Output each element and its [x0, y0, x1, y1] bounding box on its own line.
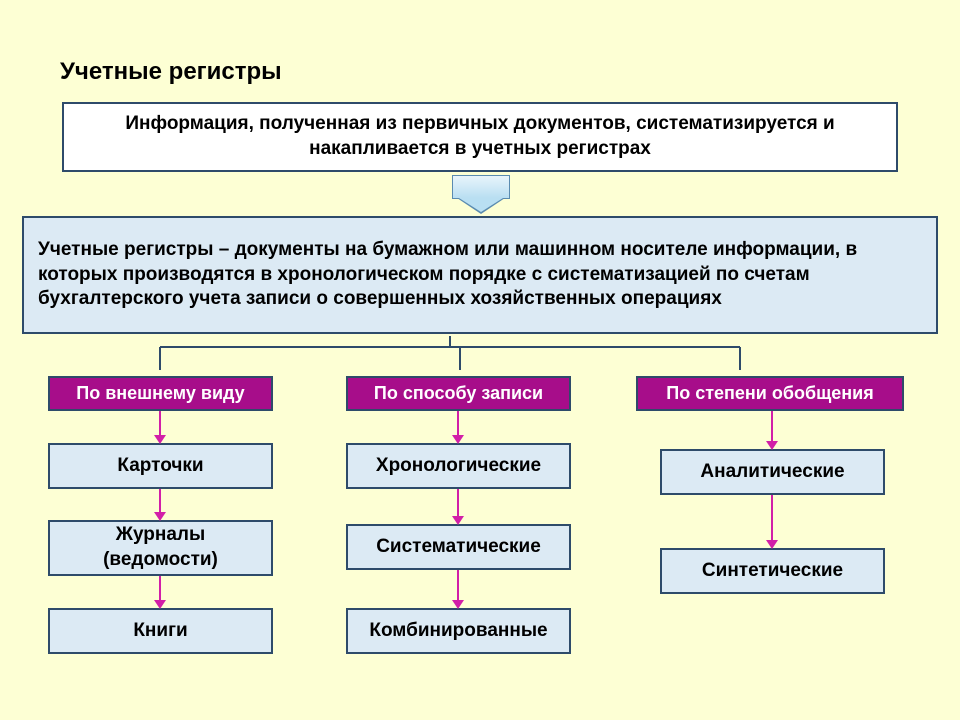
arrow-down-icon [457, 411, 459, 437]
arrowhead-icon [452, 435, 464, 444]
arrowhead-icon [154, 512, 166, 521]
definition-box: Учетные регистры – документы на бумажном… [22, 216, 938, 334]
arrow-down-icon [771, 495, 773, 542]
arrow-down-icon [159, 576, 161, 602]
page-title: Учетные регистры [60, 58, 282, 86]
arrowhead-icon [154, 600, 166, 609]
category-item: Книги [48, 608, 273, 654]
arrow-down-icon [452, 175, 510, 199]
intro-text: Информация, полученная из первичных доку… [84, 112, 876, 161]
arrowhead-icon [452, 600, 464, 609]
arrowhead-icon [766, 441, 778, 450]
definition-text: Учетные регистры – документы на бумажном… [38, 238, 922, 312]
category-item: Аналитические [660, 449, 885, 495]
arrow-down-icon [457, 570, 459, 602]
category-header: По внешнему виду [48, 376, 273, 411]
arrowhead-icon [452, 516, 464, 525]
arrow-down-icon [771, 411, 773, 443]
category-item: Синтетические [660, 548, 885, 594]
arrow-down-icon [159, 411, 161, 437]
arrow-down-icon [159, 489, 161, 514]
category-header: По степени обобщения [636, 376, 904, 411]
arrowhead-icon [766, 540, 778, 549]
category-item: Систематические [346, 524, 571, 570]
category-item: Комбинированные [346, 608, 571, 654]
category-item: Карточки [48, 443, 273, 489]
category-header: По способу записи [346, 376, 571, 411]
arrow-down-icon [457, 489, 459, 518]
category-item: Хронологические [346, 443, 571, 489]
intro-box: Информация, полученная из первичных доку… [62, 102, 898, 172]
category-item: Журналы (ведомости) [48, 520, 273, 576]
arrowhead-icon [154, 435, 166, 444]
